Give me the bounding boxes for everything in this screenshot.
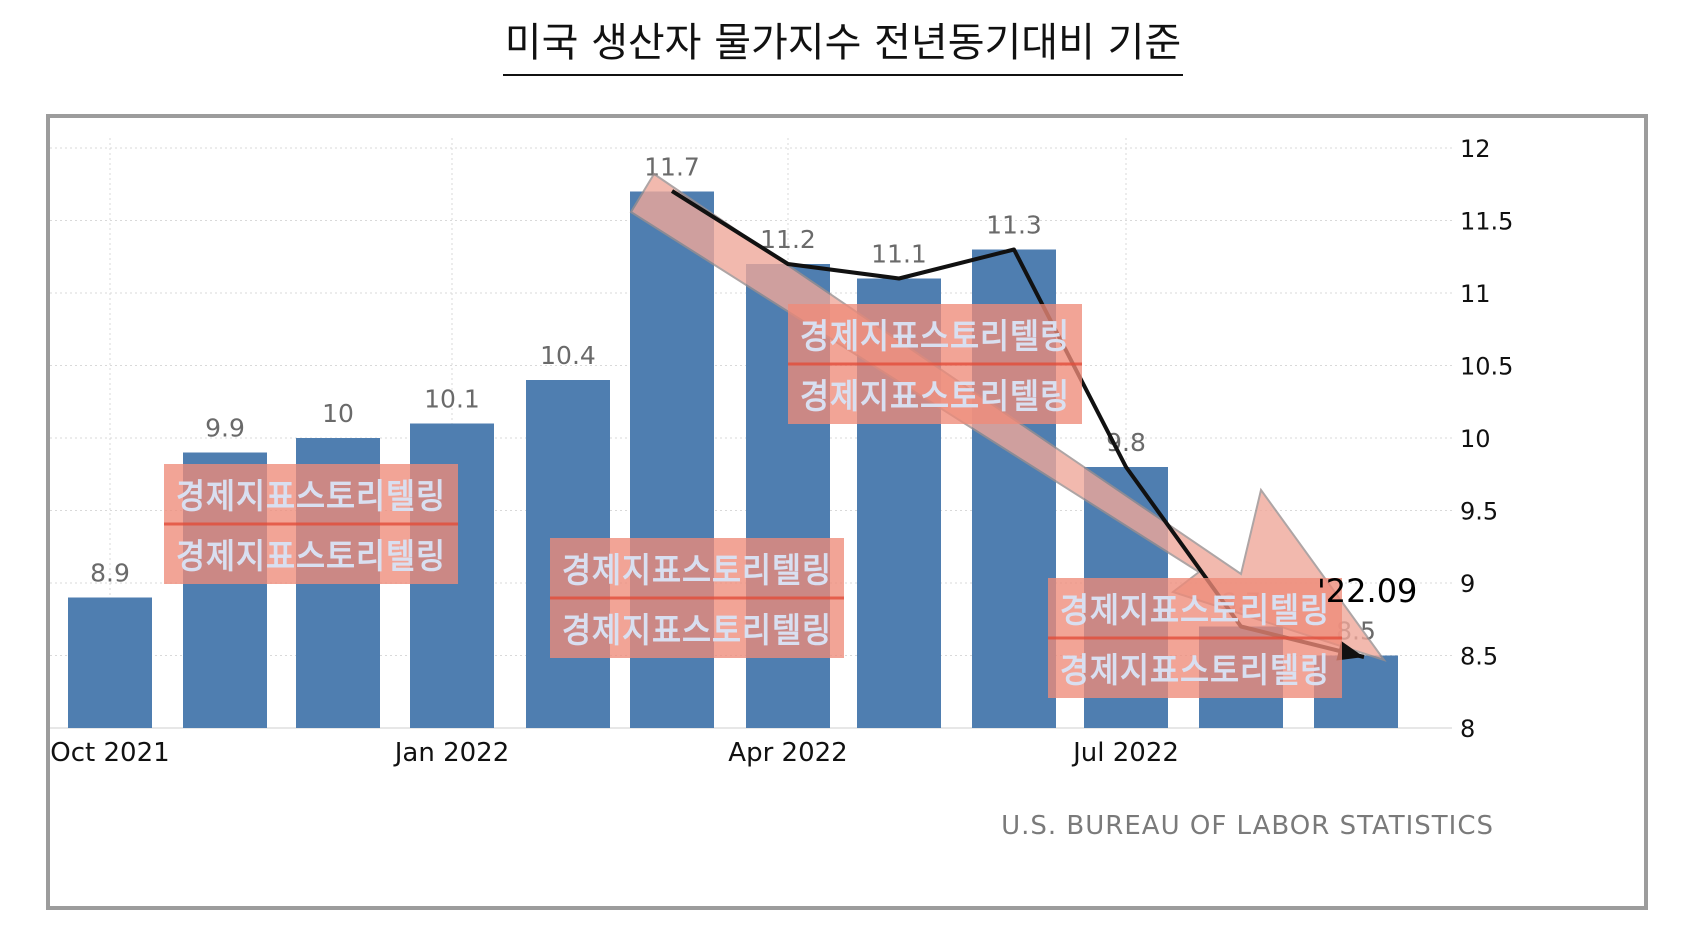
trend-arrowhead: [1336, 641, 1364, 661]
y-tick-label: 9: [1460, 570, 1475, 598]
x-tick-label: Jan 2022: [393, 738, 510, 768]
watermark-text: 경제지표스토리텔링: [562, 611, 832, 651]
value-label-3: 10: [322, 399, 354, 428]
y-tick-label: 11.5: [1460, 208, 1513, 236]
y-tick-label: 10.5: [1460, 353, 1513, 381]
y-tick-label: 8.5: [1460, 643, 1498, 671]
date-annotation: '22.09: [1317, 572, 1417, 610]
value-label-4: 10.1: [424, 385, 480, 414]
value-label-5: 10.4: [540, 341, 596, 370]
page-title-text: 미국 생산자 물가지수 전년동기대비 기준: [502, 10, 1184, 76]
page-title: 미국 생산자 물가지수 전년동기대비 기준: [0, 10, 1686, 76]
watermark-text: 경제지표스토리텔링: [800, 317, 1070, 357]
watermark-text: 경제지표스토리텔링: [176, 477, 446, 517]
chart: 8.99.91010.110.411.711.211.111.39.88.78.…: [50, 135, 1513, 841]
y-tick-label: 9.5: [1460, 498, 1498, 526]
source-label: U.S. BUREAU OF LABOR STATISTICS: [1001, 811, 1494, 841]
value-label-1: 8.9: [90, 559, 130, 588]
watermark-text: 경제지표스토리텔링: [176, 537, 446, 577]
y-tick-label: 11: [1460, 280, 1491, 308]
value-label-2: 9.9: [205, 414, 245, 443]
chart-frame: 8.99.91010.110.411.711.211.111.39.88.78.…: [46, 114, 1648, 910]
watermark-text: 경제지표스토리텔링: [1060, 591, 1330, 631]
y-tick-label: 12: [1460, 135, 1491, 163]
x-axis: Oct 2021 Jan 2022 Apr 2022 Jul 2022: [50, 738, 1179, 768]
value-label-7: 11.2: [760, 225, 816, 254]
x-tick-label: Oct 2021: [50, 738, 169, 768]
y-tick-label: 8: [1460, 715, 1475, 743]
x-tick-label: Jul 2022: [1071, 738, 1179, 768]
value-label-9: 11.3: [986, 211, 1042, 240]
watermark-text: 경제지표스토리텔링: [1060, 651, 1330, 691]
y-tick-label: 10: [1460, 425, 1491, 453]
watermark-text: 경제지표스토리텔링: [800, 377, 1070, 417]
y-axis: 12 11.5 11 10.5 10 9.5 9 8.5 8: [1460, 135, 1513, 743]
x-tick-label: Apr 2022: [728, 738, 847, 768]
watermark-text: 경제지표스토리텔링: [562, 551, 832, 591]
bar-1: [68, 597, 152, 728]
value-label-8: 11.1: [871, 240, 927, 269]
